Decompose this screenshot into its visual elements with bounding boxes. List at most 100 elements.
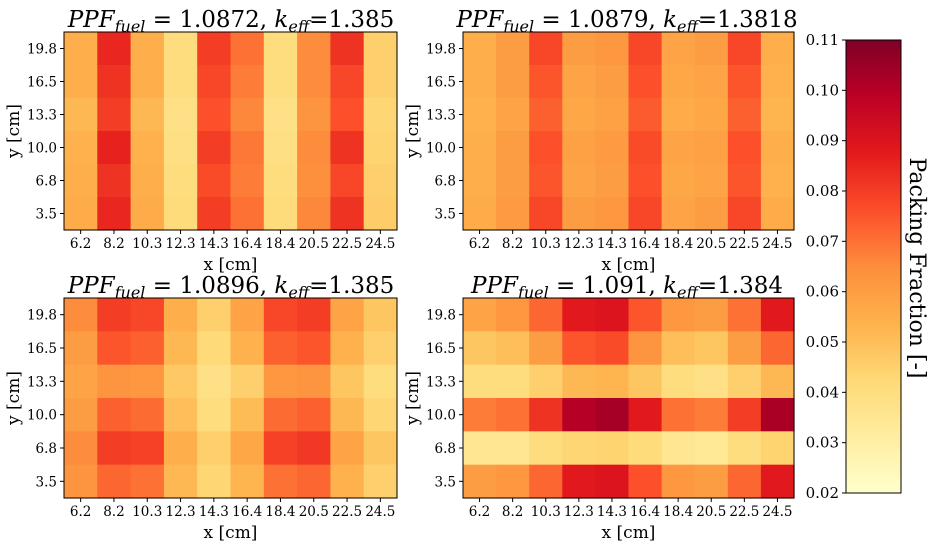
y-tick-label: 10.0 — [426, 408, 456, 424]
heatmap-cell — [97, 431, 132, 466]
heatmap-cell — [595, 431, 630, 466]
heatmap-cell — [529, 32, 563, 66]
heatmap-cell — [263, 32, 298, 66]
heatmap-cell — [595, 298, 630, 332]
colorbar-tick-label: 0.06 — [806, 283, 839, 301]
heatmap-cell — [529, 65, 563, 99]
panel-1-x-ticks: 6.2 8.2 10.3 12.3 14.3 16.4 18.4 20.5 22.5 24.5 — [70, 230, 395, 252]
heatmap-cell — [694, 298, 729, 332]
heatmap-cell — [760, 331, 795, 366]
heatmap-cell — [463, 298, 497, 332]
heatmap-cell — [496, 431, 530, 466]
heatmap-cell — [463, 131, 497, 165]
heatmap-cell — [529, 398, 563, 432]
x-tick-label: 22.5 — [729, 236, 759, 252]
heatmap-cell — [760, 464, 795, 499]
x-tick-label: 14.3 — [199, 236, 229, 252]
y-tick-label: 3.5 — [435, 207, 456, 223]
panel-4-ylabel: y [cm] — [403, 371, 423, 426]
heatmap-cell — [130, 131, 165, 165]
y-tick-label: 13.3 — [426, 374, 456, 390]
heatmap-cell — [562, 164, 596, 198]
heatmap-cell — [496, 32, 530, 66]
x-tick-label: 22.5 — [729, 504, 759, 520]
heatmap-cell — [727, 164, 762, 198]
heatmap-cell — [694, 431, 729, 466]
heatmap-cell — [97, 398, 132, 432]
heatmap-cell — [363, 364, 398, 399]
panel-3-xlabel: x [cm] — [204, 523, 258, 543]
heatmap-cell — [727, 32, 762, 66]
heatmap-cell — [197, 398, 232, 432]
heatmap-cell — [130, 431, 165, 466]
x-tick-label: 8.2 — [502, 236, 523, 252]
panel-2-title: PPFfuel = 1.0879, keff=1.3818 — [455, 7, 797, 36]
heatmap-cell — [197, 197, 232, 231]
heatmap-cell — [595, 464, 630, 499]
x-tick-label: 14.3 — [597, 236, 627, 252]
heatmap-cell — [130, 464, 165, 499]
heatmap-cell — [694, 464, 729, 499]
x-tick-label: 24.5 — [365, 504, 395, 520]
heatmap-cell — [463, 197, 497, 231]
heatmap-cell — [496, 298, 530, 332]
panel-3-y-ticks: 19.8 16.5 13.3 10.0 6.8 3.5 — [27, 308, 64, 490]
heatmap-cell — [661, 431, 696, 466]
heatmap-cell — [595, 331, 630, 366]
panel-3: PPFfuel = 1.0896, keff=1.385 6.2 8.2 10.3 1… — [4, 273, 398, 543]
heatmap-cell — [297, 364, 331, 399]
heatmap-cell — [628, 65, 663, 99]
heatmap-cell — [130, 164, 165, 198]
colorbar-tick-label: 0.09 — [806, 132, 839, 150]
heatmap-cell — [760, 398, 795, 432]
heatmap-cell — [64, 197, 98, 231]
heatmap-cell — [727, 98, 762, 132]
heatmap-cell — [529, 131, 563, 165]
x-tick-label: 24.5 — [365, 236, 395, 252]
heatmap-cell — [230, 464, 265, 499]
heatmap-cell — [496, 331, 530, 366]
heatmap-cell — [628, 364, 663, 399]
heatmap-cell — [694, 164, 729, 198]
heatmap-cell — [694, 131, 729, 165]
heatmap-cell — [463, 431, 497, 466]
heatmap-cell — [661, 98, 696, 132]
heatmap-cell — [760, 298, 795, 332]
heatmap-cell — [628, 431, 663, 466]
heatmap-cell — [562, 364, 596, 399]
heatmap-cell — [628, 98, 663, 132]
y-tick-label: 13.3 — [27, 374, 57, 390]
x-tick-label: 20.5 — [299, 236, 329, 252]
heatmap-cell — [562, 65, 596, 99]
heatmap-cell — [363, 398, 398, 432]
x-tick-label: 16.4 — [630, 236, 660, 252]
heatmap-cell — [760, 32, 795, 66]
heatmap-cell — [330, 298, 365, 332]
y-tick-label: 19.8 — [426, 308, 456, 324]
heatmap-cell — [496, 65, 530, 99]
heatmap-cell — [130, 364, 165, 399]
heatmap-cell — [562, 398, 596, 432]
heatmap-cell — [97, 197, 132, 231]
heatmap-cell — [661, 298, 696, 332]
heatmap-cell — [727, 197, 762, 231]
x-tick-label: 16.4 — [630, 504, 660, 520]
panel-2-heatmap — [463, 32, 795, 231]
heatmap-cell — [760, 364, 795, 399]
heatmap-cell — [661, 364, 696, 399]
panel-3-frame — [63, 297, 398, 499]
panel-2-ylabel: y [cm] — [403, 104, 423, 159]
heatmap-cell — [496, 98, 530, 132]
heatmap-cell — [463, 98, 497, 132]
heatmap-cell — [463, 32, 497, 66]
panel-2-xlabel: x [cm] — [602, 255, 656, 275]
heatmap-cell — [97, 331, 132, 366]
heatmap-cell — [760, 197, 795, 231]
panel-1-ylabel: y [cm] — [4, 104, 24, 159]
heatmap-cell — [297, 298, 331, 332]
heatmap-cell — [297, 331, 331, 366]
heatmap-cell — [661, 32, 696, 66]
heatmap-cell — [130, 32, 165, 66]
y-tick-label: 16.5 — [27, 341, 57, 357]
